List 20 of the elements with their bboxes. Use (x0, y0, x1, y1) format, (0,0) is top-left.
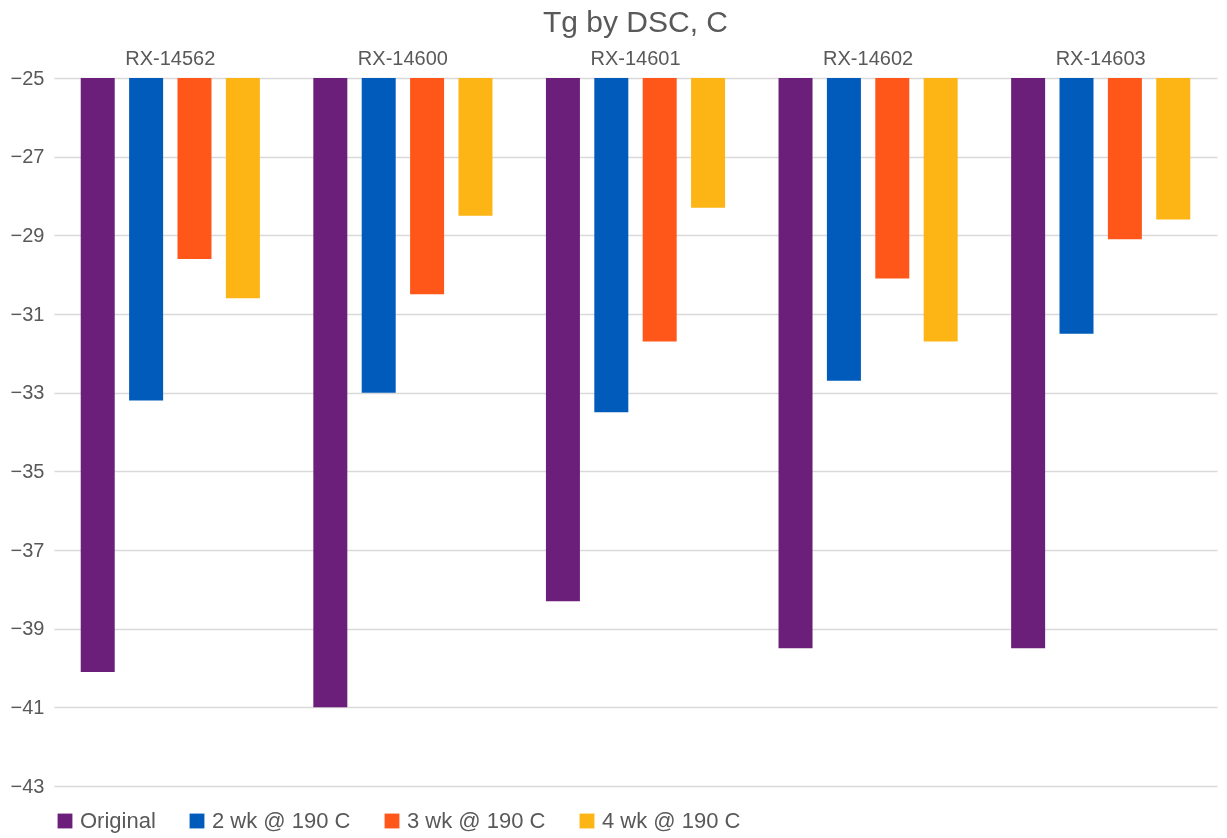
y-tick-label: −39 (10, 617, 45, 640)
x-tick-label: RX-14603 (1055, 46, 1146, 69)
y-tick-label: −29 (10, 223, 45, 246)
y-tick-label: −33 (10, 381, 45, 404)
y-tick-label: −41 (10, 695, 45, 718)
y-tick-label: −43 (10, 774, 45, 797)
x-tick-label: RX-14600 (357, 46, 448, 69)
y-tick-label: −35 (10, 459, 45, 482)
x-tick-label: RX-14562 (125, 46, 216, 69)
legend-label: Original (80, 808, 156, 833)
legend-label: 2 wk @ 190 C (212, 808, 351, 833)
y-tick-label: −31 (10, 302, 45, 325)
chart-title: Tg by DSC, C (542, 5, 729, 38)
legend-label: 4 wk @ 190 C (602, 808, 741, 833)
x-tick-label: RX-14601 (590, 46, 681, 69)
y-tick-label: −37 (10, 538, 45, 561)
legend-label: 3 wk @ 190 C (407, 808, 546, 833)
y-tick-label: −27 (10, 145, 45, 168)
y-tick-label: −25 (10, 66, 45, 89)
x-tick-label: RX-14602 (823, 46, 914, 69)
